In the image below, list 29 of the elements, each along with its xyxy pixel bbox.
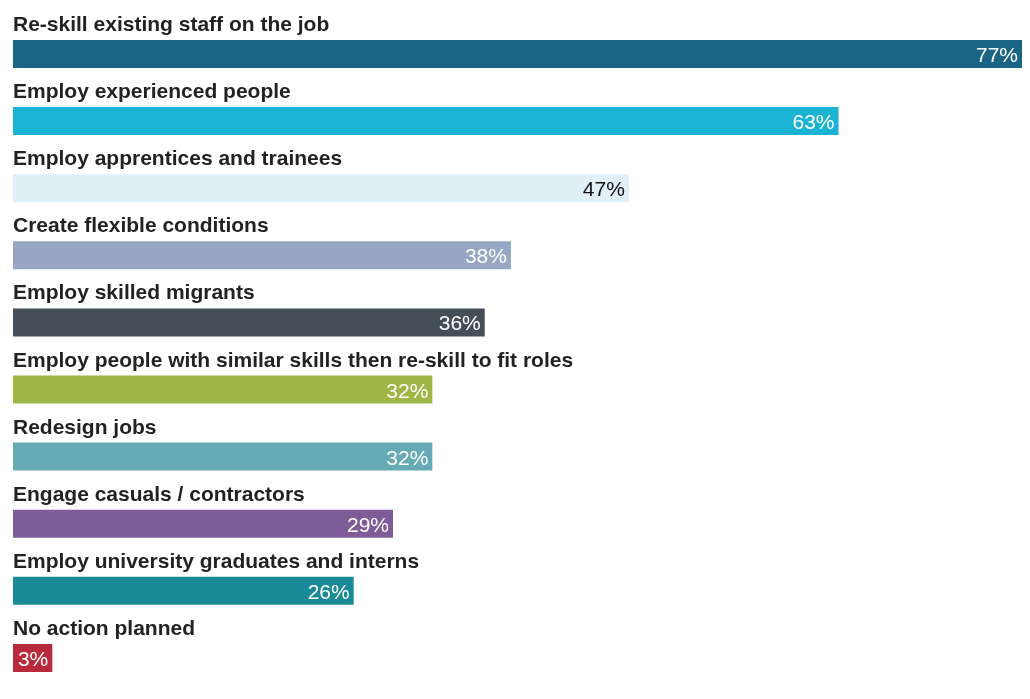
bar xyxy=(13,107,839,136)
data-label: 36% xyxy=(438,311,481,335)
data-label: 29% xyxy=(346,512,390,536)
y-tick-label: Employ skilled migrants xyxy=(13,280,255,304)
bar xyxy=(13,509,394,538)
bar xyxy=(13,308,485,337)
data-label: 47% xyxy=(582,177,625,201)
data-label: 38% xyxy=(464,244,507,268)
y-tick-label: Employ experienced people xyxy=(13,79,291,103)
data-label: 32% xyxy=(386,445,429,469)
bar xyxy=(13,442,433,471)
y-tick-label: Redesign jobs xyxy=(13,414,157,438)
y-tick-label: Employ people with similar skills then re-skill to fit roles xyxy=(13,347,574,371)
y-tick-label: Employ university graduates and interns xyxy=(13,548,420,572)
bar xyxy=(13,241,511,270)
data-label: 3% xyxy=(17,646,49,670)
y-tick-label: Employ apprentices and trainees xyxy=(13,146,343,170)
bar xyxy=(13,375,433,404)
y-tick-label: Create flexible conditions xyxy=(13,213,269,237)
bar xyxy=(13,576,354,605)
y-tick-label: Engage casuals / contractors xyxy=(13,481,305,505)
data-label: 63% xyxy=(792,110,835,134)
y-tick-label: Re-skill existing staff on the job xyxy=(13,12,330,35)
data-label: 26% xyxy=(307,579,350,603)
bar xyxy=(13,174,629,203)
data-label: 32% xyxy=(386,378,429,402)
bar xyxy=(13,40,1022,68)
data-label: 77% xyxy=(975,43,1018,66)
y-tick-label: No action planned xyxy=(13,615,196,639)
